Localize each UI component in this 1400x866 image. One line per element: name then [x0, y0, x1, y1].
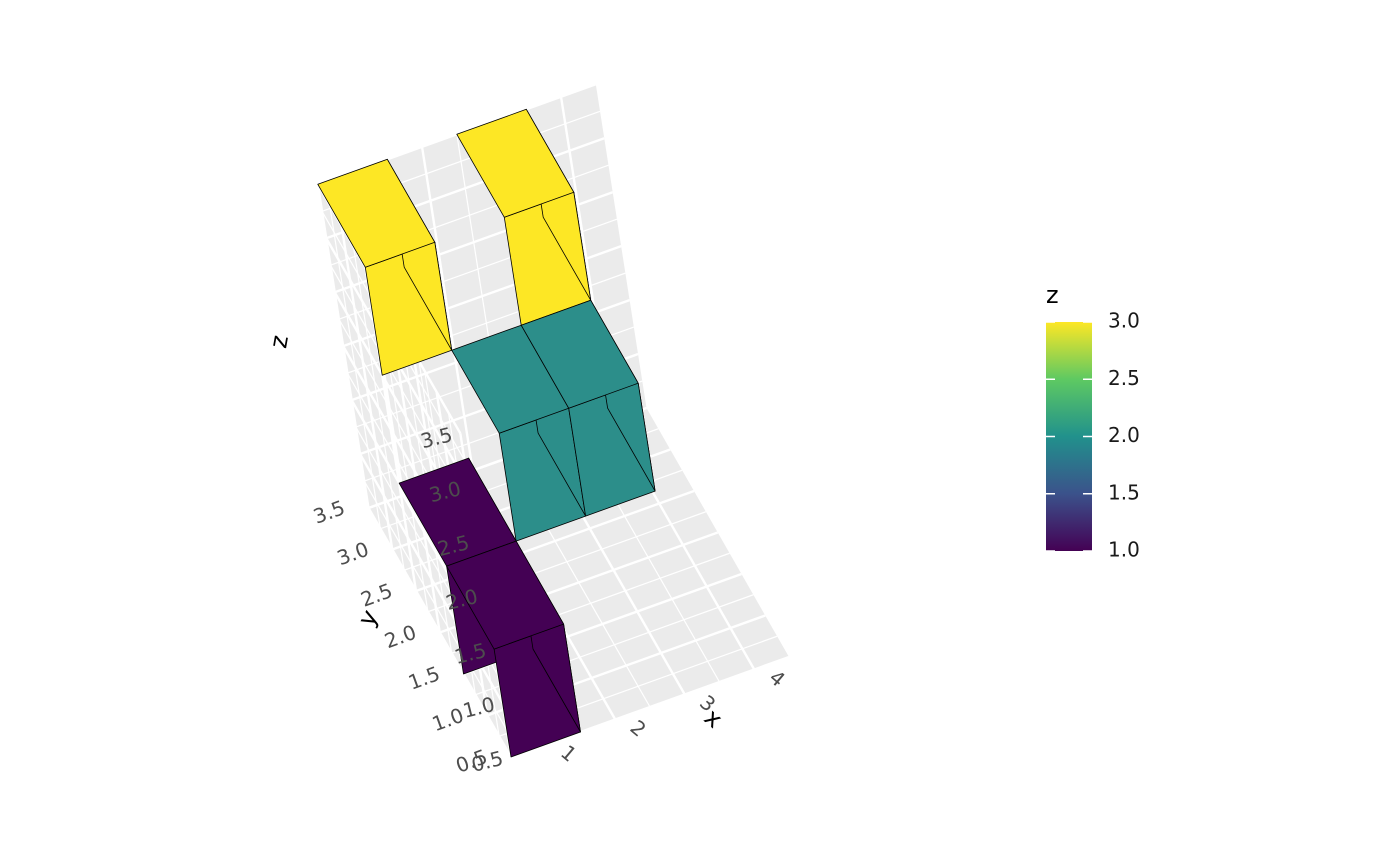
x-tick-label: 2 — [626, 715, 651, 742]
left-grid-major — [367, 507, 513, 758]
cubes — [317, 108, 656, 758]
cube-top-face — [317, 158, 436, 268]
y-tick-label: 3.0 — [334, 537, 372, 570]
z-axis-title: z — [264, 333, 294, 350]
y-tick-label: 1.0 — [429, 703, 467, 736]
colorbar-ticks: 3.0 2.5 2.0 1.5 1.0 — [1046, 309, 1140, 562]
cube-top-face — [456, 108, 575, 218]
cube-top-face — [520, 299, 639, 409]
cube-x3-y2-z2 — [520, 299, 656, 517]
x-tick-label: 1 — [556, 740, 581, 767]
y-tick-label: 3.5 — [310, 495, 348, 528]
x-tick-label: 4 — [765, 665, 790, 692]
y-tick-label: 2.0 — [381, 620, 419, 653]
y-tick-label: 1.5 — [405, 661, 443, 694]
legend: z 3.0 2.5 2.0 1.5 1.0 — [1046, 281, 1140, 562]
cube-x3-y3-z3 — [456, 108, 592, 326]
legend-title: z — [1046, 281, 1059, 309]
colorbar-label: 1.5 — [1108, 480, 1140, 504]
colorbar-label: 1.0 — [1108, 538, 1140, 562]
colorbar-label: 2.5 — [1108, 366, 1140, 390]
colorbar-label: 3.0 — [1108, 309, 1140, 333]
y-tick-label: 2.5 — [357, 578, 395, 611]
cube-x1-y3-z3 — [317, 158, 453, 376]
colorbar-label: 2.0 — [1108, 423, 1140, 447]
cube-x1-y1-z1 — [446, 540, 581, 758]
